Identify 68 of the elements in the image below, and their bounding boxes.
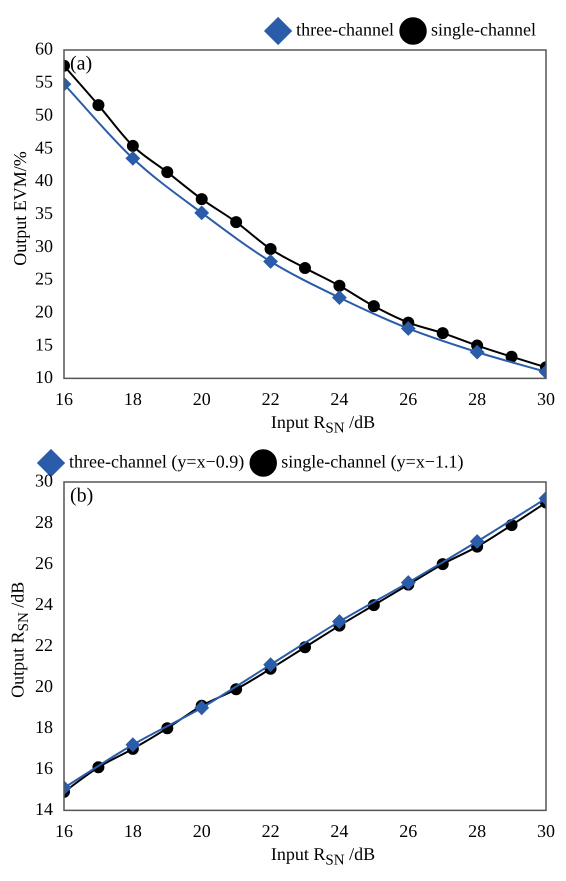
point [194,700,209,715]
y-tick-label: 15 [35,334,53,354]
point [401,576,416,590]
point [470,345,484,360]
x-tick-label: 20 [192,820,211,841]
y-tick-label: 24 [35,594,53,614]
point [126,738,140,752]
x-tick-label: 30 [537,388,555,409]
y-tick-label: 35 [35,202,53,223]
y-tick-label: 45 [35,137,53,158]
point [401,321,416,336]
x-tick-label: 26 [399,388,418,409]
x-tick-label: 28 [468,388,486,409]
x-tick-label: 22 [262,820,280,841]
point [470,534,484,549]
point [126,140,139,152]
point [194,206,209,220]
point [230,216,242,228]
y-tick-label: 26 [35,552,53,573]
y-tick-label: 20 [35,301,53,322]
point [333,280,346,292]
point [332,290,346,305]
x-tick-label: 18 [124,820,142,841]
annotation: (b) [70,484,94,506]
point [264,254,278,268]
y-tick-label: 30 [35,470,53,491]
y-axis-title: Output EVM/% [10,150,30,266]
y-tick-label: 20 [35,676,53,696]
point [506,350,518,363]
y-tick-label: 30 [35,236,53,256]
annotation: (a) [70,52,92,74]
point [92,99,104,112]
x-tick-label: 18 [124,388,142,409]
point [299,262,311,274]
legend-label: single-channel (y=x−1.1) [281,452,464,472]
point [196,193,208,206]
y-tick-label: 16 [35,758,53,778]
y-tick-label: 60 [35,38,53,59]
point [332,614,346,629]
x-tick-label: 26 [399,820,418,841]
x-tick-label: 24 [330,388,348,409]
y-tick-label: 25 [35,268,53,289]
point [368,300,380,312]
x-tick-label: 30 [537,820,555,841]
x-tick-label: 22 [262,388,280,409]
x-axis-title: Input R$_{SN}$ /dB [270,844,376,870]
y-tick-label: 55 [35,72,53,92]
point [436,327,449,340]
y-tick-label: 28 [35,512,53,532]
point [126,151,140,166]
y-tick-label: 50 [35,104,53,124]
x-axis-title: Input R$_{SN}$ /dB [270,412,376,438]
y-tick-label: 10 [35,367,53,388]
point [264,658,278,672]
point [161,166,174,178]
x-tick-label: 24 [330,820,348,841]
x-tick-label: 28 [468,820,486,841]
x-tick-label: 16 [55,820,73,841]
y-tick-label: 22 [35,634,53,655]
point [264,243,277,256]
y-tick-label: 18 [35,717,53,738]
legend-label: three-channel [296,20,394,40]
legend-label: single-channel [431,20,536,40]
legend-label: three-channel (y=x−0.9) [69,452,244,472]
x-tick-label: 20 [192,388,211,409]
x-tick-label: 16 [55,388,73,409]
y-tick-label: 14 [35,799,53,820]
y-tick-label: 40 [35,170,53,190]
